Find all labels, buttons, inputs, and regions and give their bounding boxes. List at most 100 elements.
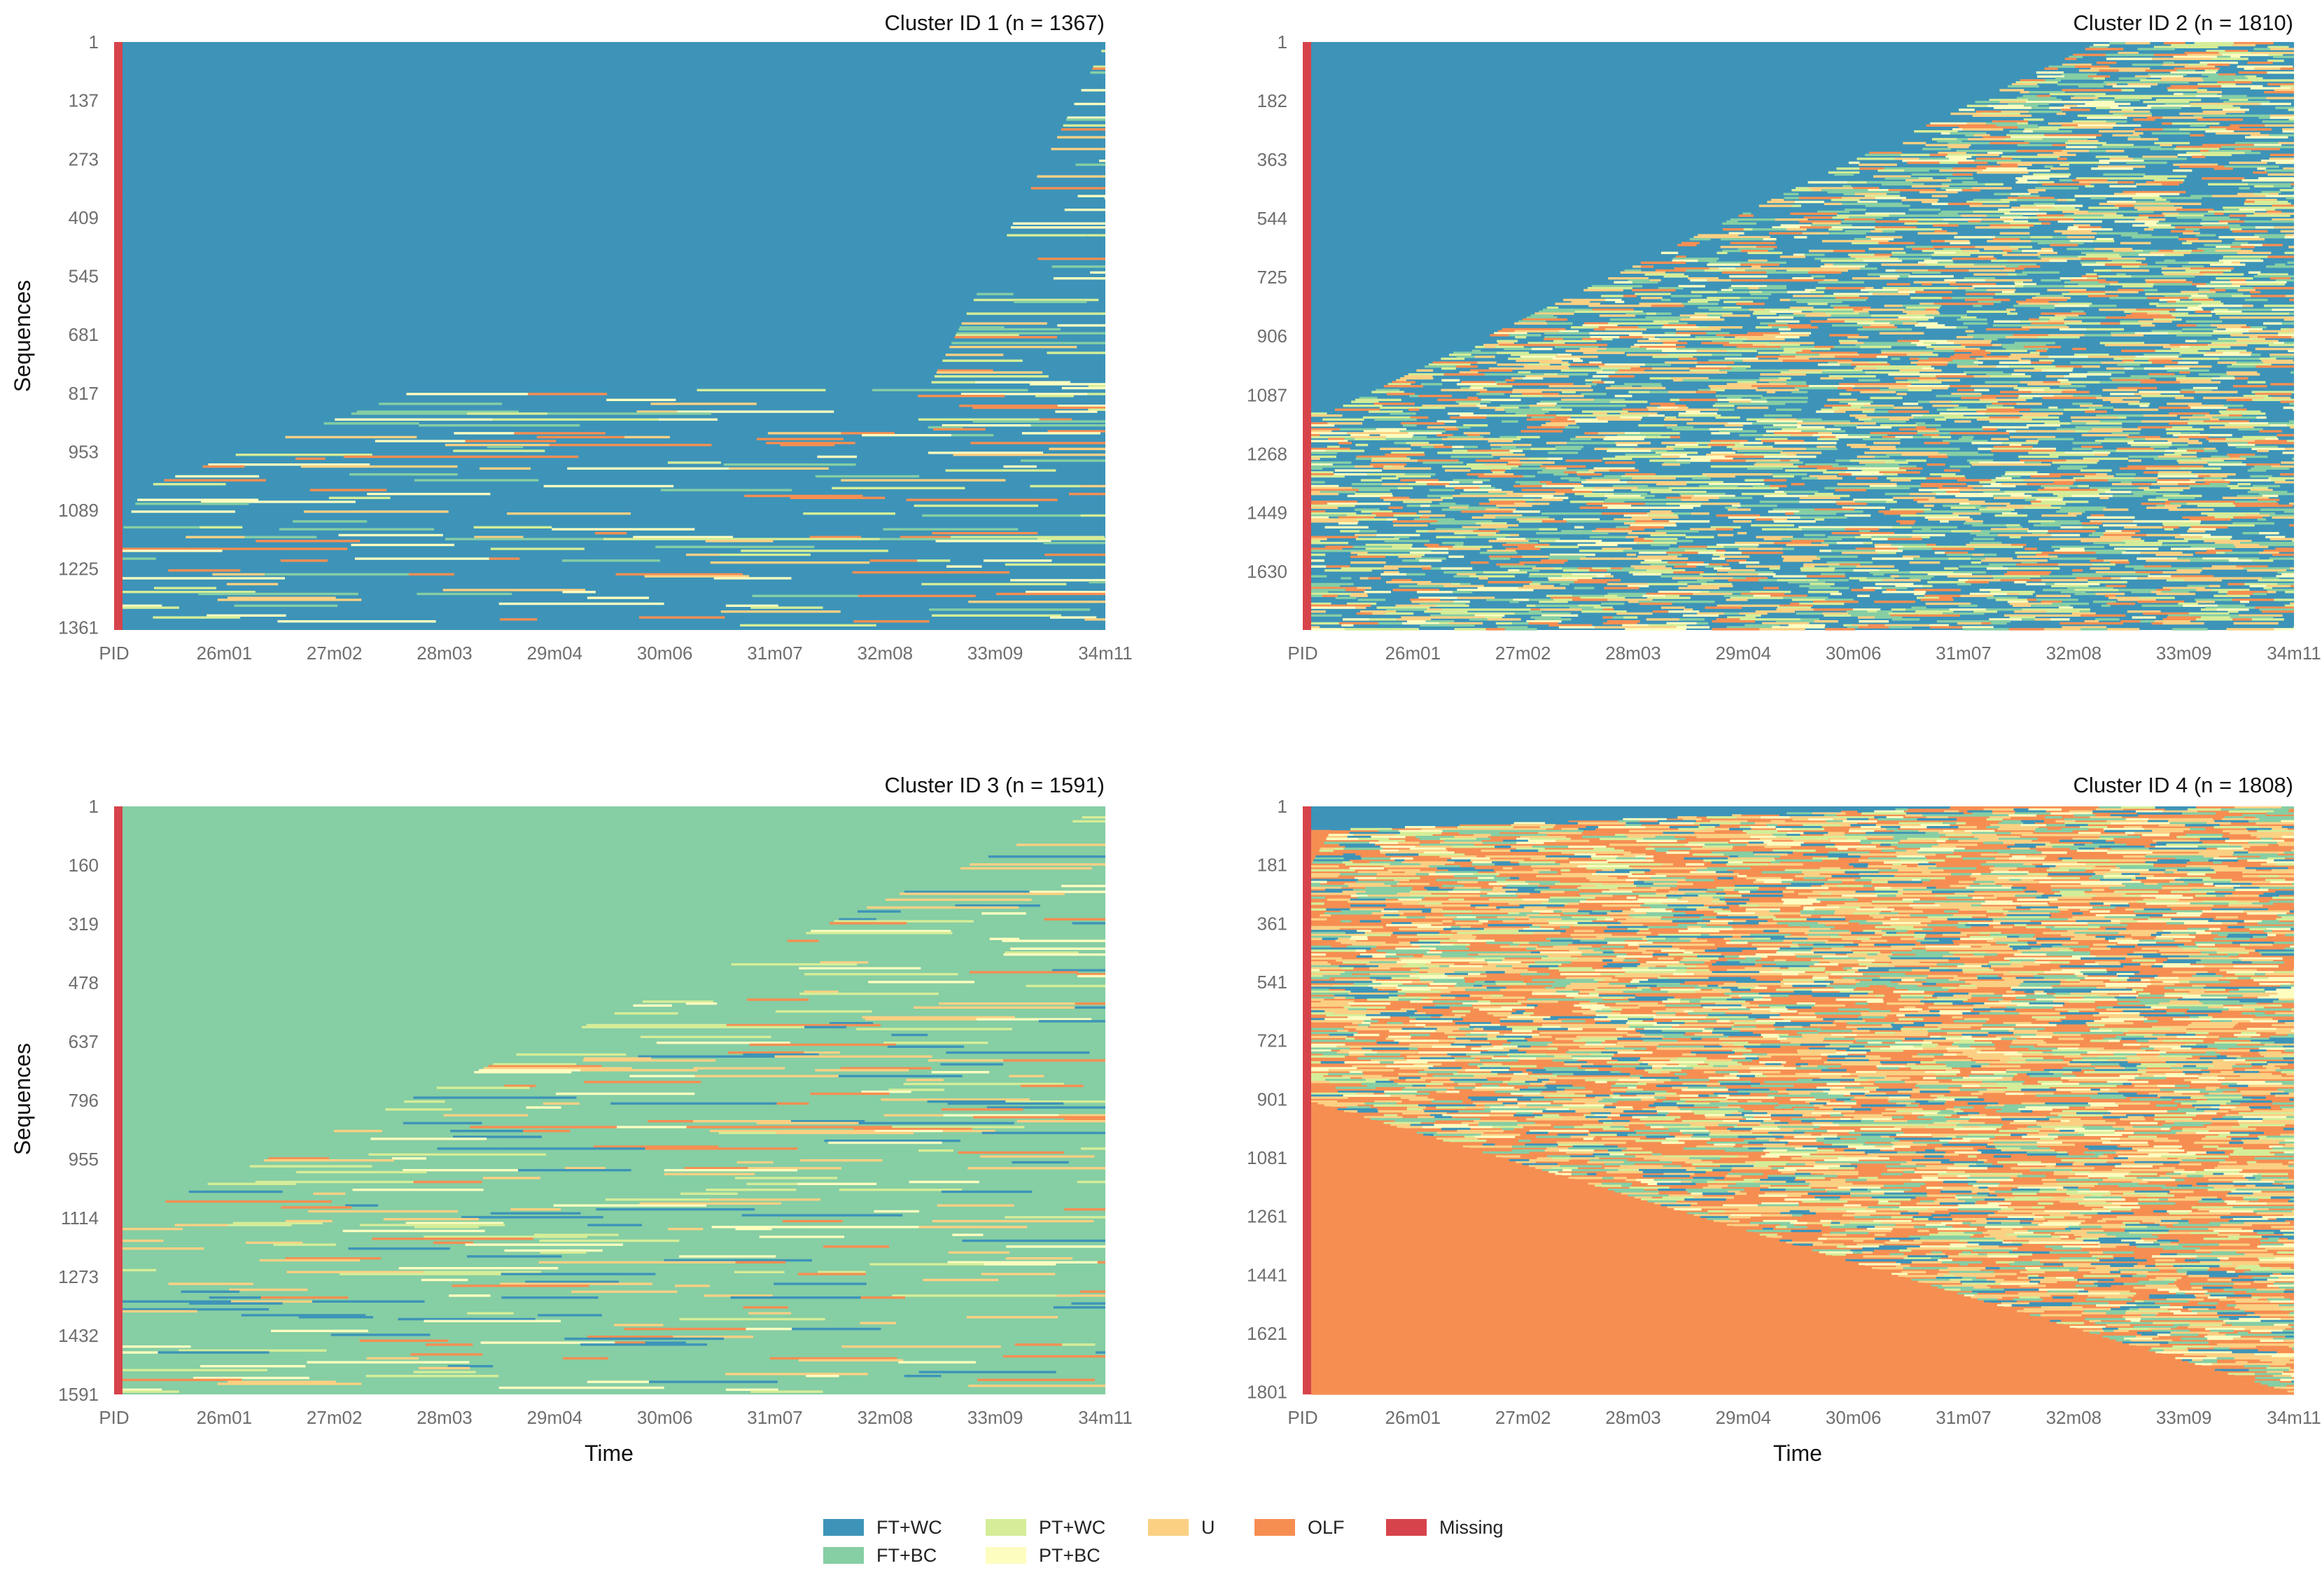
sequence-state-segment [2224,165,2255,168]
sequence-state-segment [1499,435,1517,439]
sequence-state-segment [2155,349,2198,352]
sequence-state-segment [2071,420,2100,423]
sequence-state-segment [2202,557,2239,560]
sequence-state-segment [249,1165,372,1168]
sequence-state-segment [1474,356,1495,358]
sequence-initial-segment [1311,216,1735,219]
sequence-state-segment [2001,126,2018,129]
sequence-state-segment [2278,332,2294,335]
sequence-state-segment [2290,371,2294,374]
sequence-state-segment [1685,536,1714,538]
sequence-state-segment [2178,238,2199,241]
sequence-state-segment [2288,420,2294,423]
sequence-state-segment [2109,42,2125,45]
sequence-state-segment [1860,406,1894,410]
sequence-state-segment [2064,408,2096,411]
sequence-state-segment [1726,349,1757,352]
sequence-state-segment [1051,148,1105,150]
sequence-state-segment [1999,101,2026,104]
sequence-state-segment [1326,449,1342,452]
sequence-state-segment [1972,114,2008,117]
sequence-initial-segment [123,89,1082,92]
sequence-state-segment [1559,330,1579,332]
sequence-state-segment [1800,567,1835,570]
sequence-state-segment [2049,557,2097,560]
sequence-state-segment [1936,614,1960,617]
sequence-state-segment [1720,246,1756,248]
sequence-state-segment [2267,71,2294,74]
sequence-state-segment [1539,361,1569,364]
sequence-state-segment [2218,337,2265,341]
sequence-state-segment [1929,379,1961,382]
sequence-state-segment [1973,375,1990,378]
sequence-initial-segment [1311,111,1955,113]
sequence-state-segment [1762,290,1788,293]
sequence-initial-segment [123,440,274,442]
sequence-state-segment [1996,365,2010,368]
sequence-state-segment [2192,414,2205,417]
sequence-state-segment [1925,314,1967,317]
y-tick-label: 953 [69,441,99,462]
sequence-state-segment [1473,530,1499,533]
sequence-state-segment [1582,324,1618,327]
sequence-state-segment [1856,322,1881,325]
sequence-state-segment [1541,408,1572,411]
sequence-state-segment [2155,99,2202,102]
sequence-initial-segment [123,288,979,292]
sequence-state-segment [2162,183,2179,186]
sequence-state-segment [1649,391,1668,393]
sequence-state-segment [2064,57,2077,60]
sequence-state-segment [1722,228,1744,231]
sequence-initial-segment [123,214,1017,217]
sequence-state-segment [2116,428,2141,430]
sequence-state-segment [2098,275,2132,278]
sequence-state-segment [1610,385,1632,388]
sequence-state-segment [1772,326,1789,329]
sequence-state-segment [1037,538,1105,540]
sequence-state-segment [1986,328,2030,331]
sequence-state-segment [1793,357,1810,360]
sequence-state-segment [2127,138,2159,141]
sequence-initial-segment [1311,371,1413,374]
sequence-state-segment [1397,550,1432,552]
sequence-state-segment [2072,120,2097,123]
sequence-state-segment [2225,328,2262,331]
sequence-state-segment [1609,469,1639,472]
sequence-state-segment [1841,197,1875,200]
sequence-state-segment [2290,426,2294,429]
sequence-state-segment [2169,57,2211,60]
sequence-state-segment [2125,565,2144,568]
sequence-state-segment [1531,347,1553,351]
sequence-state-segment [1851,405,1864,407]
sequence-state-segment [2268,477,2290,479]
sequence-state-segment [1596,416,1621,419]
sequence-state-segment [2036,349,2047,352]
sequence-state-segment [2087,516,2124,519]
sequence-state-segment [1876,356,1888,358]
sequence-state-segment [1528,575,1562,578]
sequence-state-segment [1449,354,1471,356]
sequence-initial-segment [1311,132,1910,135]
sequence-state-segment [1723,300,1754,303]
sequence-state-segment [1714,402,1751,405]
sequence-state-segment [2118,124,2141,127]
sequence-state-segment [2195,500,2225,503]
sequence-state-segment [2034,202,2055,205]
sequence-state-segment [1788,581,1826,584]
sequence-state-segment [1978,545,2024,548]
sequence-state-segment [1555,491,1593,493]
sequence-state-segment [2022,94,2037,97]
sequence-state-segment [2265,124,2294,127]
sequence-state-segment [1469,386,1484,390]
sequence-state-segment [2057,83,2082,86]
sequence-state-segment [2001,155,2017,158]
sequence-state-segment [973,298,1099,302]
sequence-state-segment [2134,128,2163,131]
sequence-state-segment [1803,420,1850,423]
sequence-state-segment [1429,504,1469,507]
sequence-state-segment [750,606,823,609]
sequence-initial-segment [1311,310,1539,313]
sequence-state-segment [2104,533,2136,537]
sequence-state-segment [1810,320,1845,323]
sequence-state-segment [951,342,1105,344]
